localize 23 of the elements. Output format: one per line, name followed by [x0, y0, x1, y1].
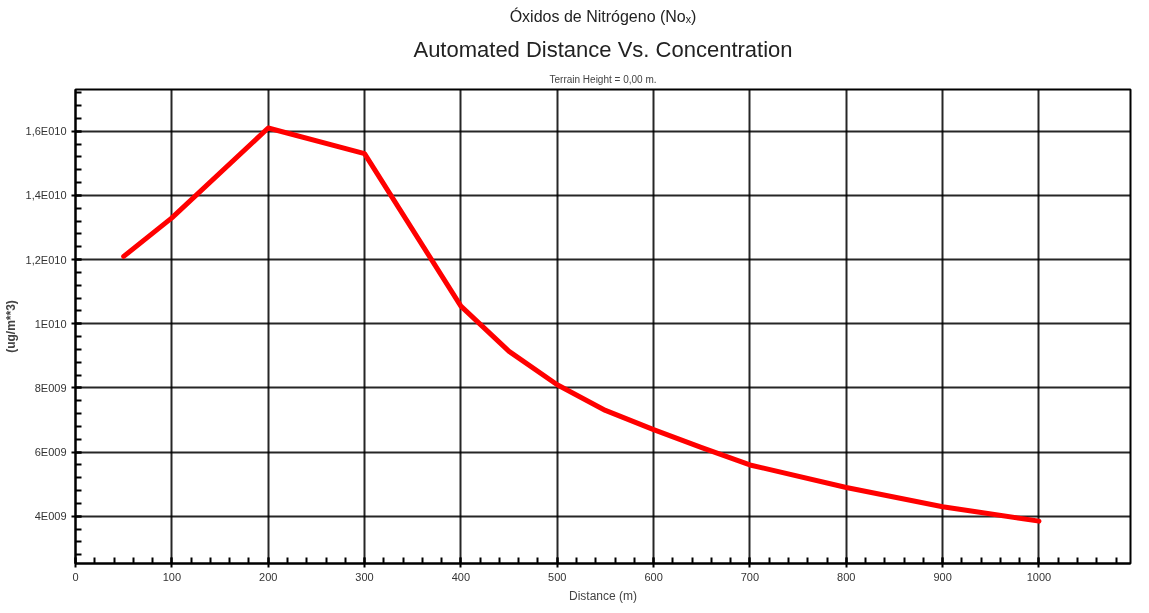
x-tick-label: 900	[933, 570, 952, 583]
x-tick-label: 500	[548, 570, 567, 583]
chart-subtitle: Terrain Height = 0,00 m.	[549, 73, 657, 85]
y-tick-label: 1,2E010	[25, 253, 67, 266]
y-tick-label: 1,4E010	[25, 189, 67, 202]
x-tick-label: 200	[259, 570, 278, 583]
x-tick-label: 0	[72, 570, 79, 583]
x-tick-label: 300	[355, 570, 374, 583]
x-tick-label: 400	[451, 570, 471, 583]
y-tick-label: 1E010	[34, 317, 67, 330]
chart-title: Automated Distance Vs. Concentration	[413, 36, 793, 62]
y-tick-label: 4E009	[34, 510, 67, 523]
x-tick-label: 600	[644, 570, 663, 583]
x-tick-label: 100	[162, 570, 182, 583]
text: Óxidos de Nitrógeno (Noₓ)	[509, 6, 697, 25]
x-tick-label: 800	[837, 570, 856, 583]
y-tick-label: 1,6E010	[25, 125, 67, 138]
y-tick-label: 8E009	[34, 381, 67, 394]
y-tick-label: 6E009	[34, 446, 67, 459]
x-axis-title: Distance (m)	[569, 588, 638, 603]
x-tick-label: 700	[740, 570, 760, 583]
y-axis-title: (ug/m**3)	[3, 300, 18, 353]
x-tick-label: 1000	[1026, 570, 1052, 583]
